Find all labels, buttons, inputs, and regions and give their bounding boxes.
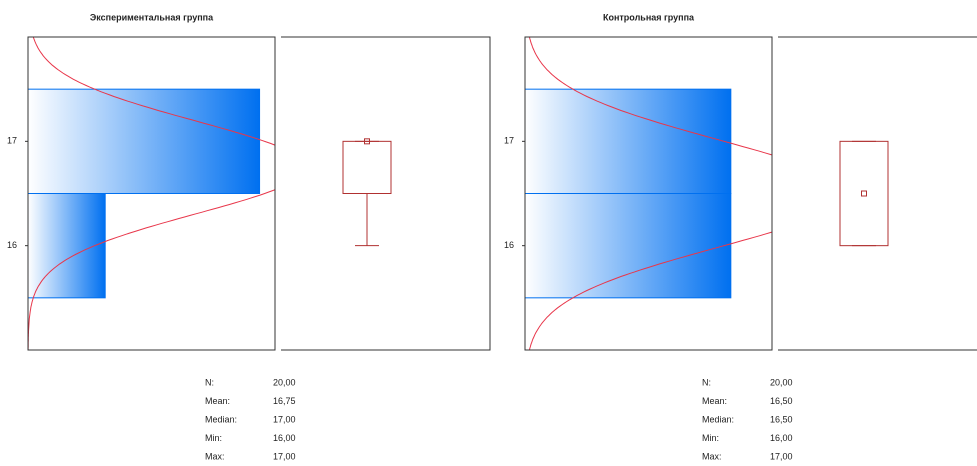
bar (524, 88, 732, 194)
stat-value: 16,50 (770, 414, 793, 424)
stat-value: 20,00 (273, 377, 296, 387)
bar (27, 193, 106, 299)
boxplot-frame (281, 36, 491, 351)
y-tick-label: 16 (504, 240, 514, 250)
plot-frame (27, 36, 276, 351)
stat-label: Median: (702, 414, 734, 424)
stat-value: 16,00 (273, 433, 296, 443)
stat-value: 17,00 (770, 451, 793, 461)
median-marker (364, 138, 370, 145)
bar (27, 88, 261, 194)
stat-label: Mean: (702, 396, 727, 406)
stat-label: Max: (702, 451, 722, 461)
y-tick-label: 17 (504, 136, 514, 146)
plot-frame (524, 36, 773, 351)
stat-label: Min: (702, 433, 719, 443)
stat-label: Max: (205, 451, 225, 461)
stat-value: 17,00 (273, 414, 296, 424)
bar (524, 193, 732, 299)
stat-value: 16,75 (273, 396, 296, 406)
stat-value: 16,00 (770, 433, 793, 443)
median-marker (861, 190, 867, 197)
stat-label: Mean: (205, 396, 230, 406)
stat-label: N: (702, 377, 711, 387)
normal-curve (529, 37, 772, 350)
stat-label: Min: (205, 433, 222, 443)
box (839, 140, 889, 247)
normal-curve (28, 37, 275, 350)
chart-title: Экспериментальная группа (90, 12, 214, 22)
y-tick-label: 16 (7, 240, 17, 250)
stat-label: Median: (205, 414, 237, 424)
box (342, 140, 392, 194)
y-tick-label: 17 (7, 136, 17, 146)
stat-value: 16,50 (770, 396, 793, 406)
stat-value: 20,00 (770, 377, 793, 387)
chart-title: Контрольная группа (603, 12, 695, 22)
stat-label: N: (205, 377, 214, 387)
boxplot-frame (778, 36, 977, 351)
stat-value: 17,00 (273, 451, 296, 461)
